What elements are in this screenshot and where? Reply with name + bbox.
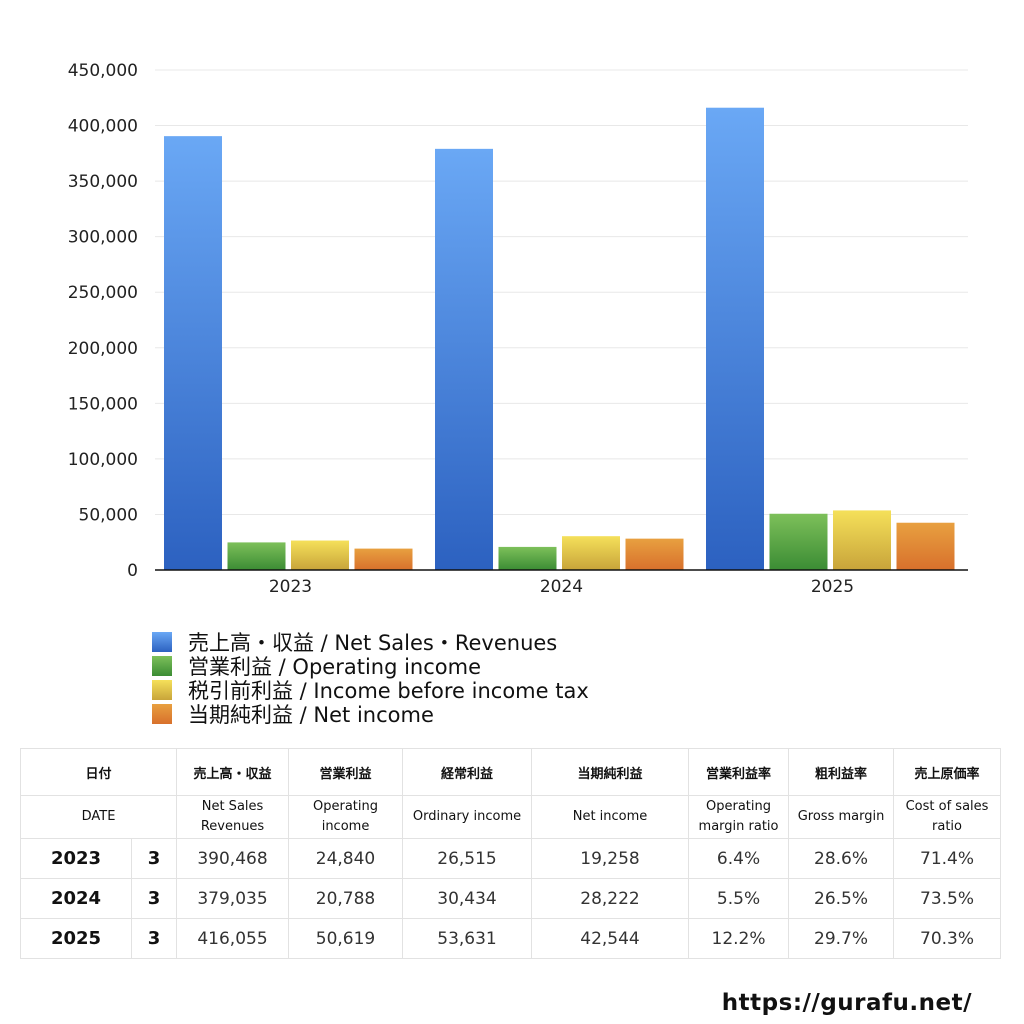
header-cell: 営業利益率 <box>688 748 790 796</box>
bar <box>896 522 955 570</box>
header-cell: 売上高・収益 <box>176 748 290 796</box>
legend-swatch <box>152 656 172 676</box>
header-row-ja: 日付 売上高・収益 営業利益 経常利益 当期純利益 営業利益率 粗利益率 売上原… <box>19 748 1002 796</box>
year-cell: 2025 <box>20 918 132 959</box>
value-cell: 42,544 <box>531 918 690 959</box>
legend-swatch <box>152 704 172 724</box>
table-row: 2024 3 379,035 20,788 30,434 28,222 5.5% 26.5% 7… <box>20 878 1002 919</box>
legend-label: 当期純利益 / Net income <box>188 703 434 727</box>
year-cell: 2024 <box>20 878 132 919</box>
header-cell: 営業利益 <box>288 748 404 796</box>
value-cell: 71.4% <box>893 838 1002 879</box>
x-tick-label: 2023 <box>269 577 312 597</box>
header-cell: 売上原価率 <box>893 748 1002 796</box>
legend-item: 営業利益 / Operating income <box>152 654 589 679</box>
legend-item: 当期純利益 / Net income <box>152 702 589 727</box>
value-cell: 5.5% <box>688 878 790 919</box>
legend-label: 税引前利益 / Income before income tax <box>188 679 589 703</box>
header-cell: 経常利益 <box>402 748 533 796</box>
header-cell: Cost of sales ratio <box>893 795 1002 839</box>
value-cell: 20,788 <box>288 878 404 919</box>
value-cell: 19,258 <box>531 838 690 879</box>
month-cell: 3 <box>130 878 178 919</box>
site-url: https://gurafu.net/ <box>721 990 972 1016</box>
value-cell: 70.3% <box>893 918 1002 959</box>
value-cell: 6.4% <box>688 838 790 879</box>
y-tick-label: 100,000 <box>68 450 138 470</box>
value-cell: 50,619 <box>288 918 404 959</box>
value-cell: 26,515 <box>402 838 533 879</box>
x-tick-label: 2024 <box>540 577 583 597</box>
x-tick-label: 2025 <box>811 577 854 597</box>
header-cell: 当期純利益 <box>531 748 690 796</box>
y-tick-label: 400,000 <box>68 117 138 137</box>
value-cell: 53,631 <box>402 918 533 959</box>
month-cell: 3 <box>130 838 178 879</box>
y-tick-label: 300,000 <box>68 228 138 248</box>
value-cell: 28.6% <box>788 838 895 879</box>
value-cell: 28,222 <box>531 878 690 919</box>
legend-label: 営業利益 / Operating income <box>188 655 482 679</box>
bar <box>769 513 828 570</box>
value-cell: 29.7% <box>788 918 895 959</box>
month-cell: 3 <box>130 918 178 959</box>
y-tick-label: 350,000 <box>68 172 138 192</box>
legend-item: 売上高・収益 / Net Sales・Revenues <box>152 630 589 655</box>
legend-label: 売上高・収益 / Net Sales・Revenues <box>188 631 558 655</box>
bar <box>625 538 684 570</box>
value-cell: 30,434 <box>402 878 533 919</box>
year-cell: 2023 <box>20 838 132 879</box>
bar <box>435 148 493 570</box>
value-cell: 416,055 <box>176 918 290 959</box>
header-cell: Ordinary income <box>402 795 533 839</box>
bar-chart: 0 50,000 100,000 150,000 200,000 250,000 300,0… <box>68 61 968 597</box>
header-cell: Gross margin <box>788 795 895 839</box>
value-cell: 24,840 <box>288 838 404 879</box>
value-cell: 12.2% <box>688 918 790 959</box>
value-cell: 73.5% <box>893 878 1002 919</box>
value-cell: 390,468 <box>176 838 290 879</box>
header-cell: 粗利益率 <box>788 748 895 796</box>
bar <box>227 542 286 570</box>
bar <box>354 548 413 570</box>
header-cell: Net income <box>531 795 690 839</box>
legend-item: 税引前利益 / Income before income tax <box>152 678 589 703</box>
y-tick-label: 0 <box>127 561 138 581</box>
bar <box>498 546 557 570</box>
value-cell: 379,035 <box>176 878 290 919</box>
y-tick-label: 450,000 <box>68 61 138 81</box>
legend-swatch <box>152 632 172 652</box>
chart-legend: 売上高・収益 / Net Sales・Revenues 営業利益 / Opera… <box>152 630 589 727</box>
table-row: 2023 3 390,468 24,840 26,515 19,258 6.4% 28.6% 7… <box>20 838 1002 879</box>
bar <box>833 510 891 570</box>
y-tick-label: 250,000 <box>68 283 138 303</box>
table-row: 2025 3 416,055 50,619 53,631 42,544 12.2% 29.7%… <box>20 918 1002 959</box>
bar <box>164 136 222 570</box>
bar <box>291 540 349 570</box>
header-cell: Net Sales Revenues <box>176 795 290 839</box>
y-tick-label: 50,000 <box>79 505 138 525</box>
bar <box>562 536 620 570</box>
financial-table: 日付 売上高・収益 営業利益 経常利益 当期純利益 営業利益率 粗利益率 売上原… <box>19 748 1002 959</box>
bar <box>706 107 764 570</box>
y-tick-label: 150,000 <box>68 394 138 414</box>
header-cell: Operating income <box>288 795 404 839</box>
header-cell: Operating margin ratio <box>688 795 790 839</box>
header-row-en: DATE Net Sales Revenues Operating income… <box>19 795 1002 839</box>
header-cell: 日付 <box>19 748 178 796</box>
header-cell: DATE <box>19 795 178 839</box>
y-tick-label: 200,000 <box>68 339 138 359</box>
legend-swatch <box>152 680 172 700</box>
value-cell: 26.5% <box>788 878 895 919</box>
